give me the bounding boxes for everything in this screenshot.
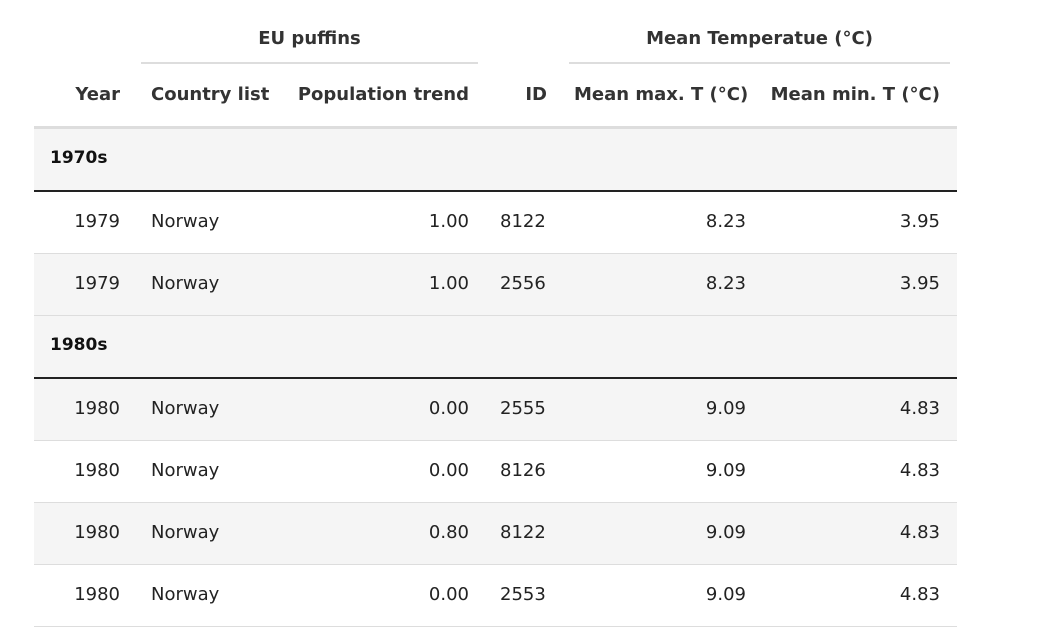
spanner-header-row: EU puffins Mean Temperatue (°C): [34, 0, 957, 70]
cell-mean-min: 3.95: [899, 211, 940, 232]
spanner-mean-temperature-rule: [569, 62, 950, 64]
cell-mean-max: 8.23: [705, 273, 746, 294]
cell-country: Norway: [151, 460, 220, 481]
cell-country: Norway: [151, 273, 220, 294]
cell-country: Norway: [151, 584, 220, 605]
table-row: 1979 Norway 1.00 8122 8.23 3.95: [34, 192, 957, 254]
column-header-id: ID: [525, 84, 547, 105]
cell-id: 2556: [500, 273, 546, 294]
group-row: 1970s: [34, 129, 957, 192]
group-label: 1970s: [50, 148, 108, 168]
cell-id: 8122: [500, 522, 546, 543]
cell-population-trend: 1.00: [428, 273, 469, 294]
cell-mean-min: 3.95: [899, 273, 940, 294]
table-row: 1980 Norway 0.80 8122 9.09 4.83: [34, 503, 957, 565]
cell-mean-max: 9.09: [705, 398, 746, 419]
column-header-year: Year: [75, 84, 120, 105]
cell-mean-min: 4.83: [899, 460, 940, 481]
cell-country: Norway: [151, 398, 220, 419]
cell-population-trend: 0.00: [428, 398, 469, 419]
cell-id: 8122: [500, 211, 546, 232]
table-row: 1980 Norway 0.00 8126 9.09 4.83: [34, 441, 957, 503]
cell-year: 1979: [74, 273, 120, 294]
cell-mean-max: 9.09: [705, 522, 746, 543]
cell-country: Norway: [151, 522, 220, 543]
data-table: EU puffins Mean Temperatue (°C) Year Cou…: [34, 0, 957, 627]
cell-mean-min: 4.83: [899, 522, 940, 543]
cell-id: 2553: [500, 584, 546, 605]
cell-year: 1980: [74, 584, 120, 605]
cell-id: 2555: [500, 398, 546, 419]
spanner-eu-puffins: EU puffins: [258, 28, 361, 49]
column-header-row: Year Country list Population trend ID Me…: [34, 70, 957, 129]
spanner-eu-puffins-rule: [141, 62, 478, 64]
cell-mean-max: 9.09: [705, 460, 746, 481]
cell-population-trend: 0.00: [428, 584, 469, 605]
table-row: 1980 Norway 0.00 2553 9.09 4.83: [34, 565, 957, 627]
column-header-population-trend: Population trend: [297, 84, 469, 105]
table-row: 1980 Norway 0.00 2555 9.09 4.83: [34, 379, 957, 441]
cell-mean-max: 9.09: [705, 584, 746, 605]
cell-year: 1980: [74, 522, 120, 543]
cell-population-trend: 0.80: [428, 522, 469, 543]
table-body: 1970s 1979 Norway 1.00 8122 8.23 3.95 1979 Norwa…: [34, 129, 957, 627]
cell-id: 8126: [500, 460, 546, 481]
cell-population-trend: 0.00: [428, 460, 469, 481]
cell-mean-min: 4.83: [899, 398, 940, 419]
table-row: 1979 Norway 1.00 2556 8.23 3.95: [34, 254, 957, 316]
group-label: 1980s: [50, 335, 108, 355]
column-header-mean-max: Mean max. T (°C): [574, 84, 749, 105]
cell-population-trend: 1.00: [428, 211, 469, 232]
cell-year: 1980: [74, 460, 120, 481]
column-header-country: Country list: [151, 84, 270, 105]
group-row: 1980s: [34, 316, 957, 379]
cell-year: 1980: [74, 398, 120, 419]
cell-mean-max: 8.23: [705, 211, 746, 232]
cell-mean-min: 4.83: [899, 584, 940, 605]
cell-year: 1979: [74, 211, 120, 232]
column-header-mean-min: Mean min. T (°C): [770, 84, 940, 105]
spanner-mean-temperature: Mean Temperatue (°C): [646, 28, 873, 49]
cell-country: Norway: [151, 211, 220, 232]
